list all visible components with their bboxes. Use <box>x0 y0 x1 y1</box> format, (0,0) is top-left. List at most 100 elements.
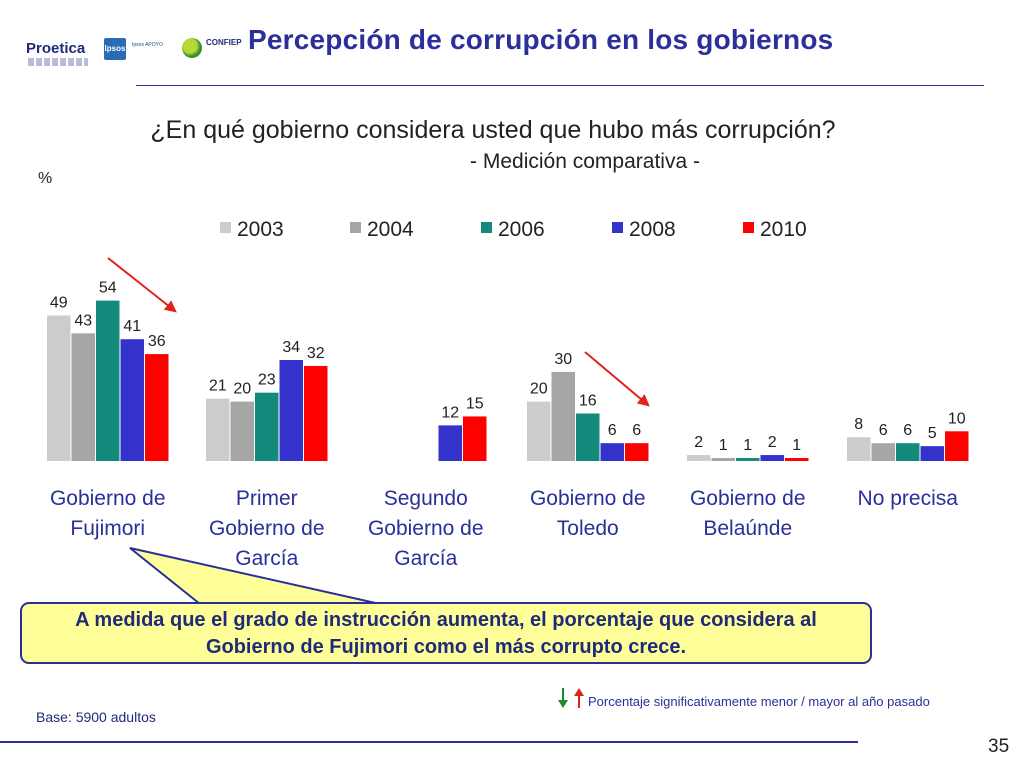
value-label-2010-cat1: 32 <box>307 345 325 362</box>
confiep-logo-text: CONFIEP <box>206 38 242 47</box>
bar-2004-cat4 <box>711 458 735 461</box>
value-label-2008-cat5: 5 <box>928 425 937 442</box>
bar-2010-cat3 <box>625 443 649 461</box>
legend-swatch-2006 <box>481 222 492 233</box>
bar-2008-cat5 <box>920 446 944 461</box>
category-label-2-line0: Segundo <box>384 487 468 510</box>
bar-2010-cat4 <box>785 458 809 461</box>
category-label-0-line1: Fujimori <box>70 517 145 540</box>
page-title: Percepción de corrupción en los gobierno… <box>248 24 834 55</box>
value-label-2006-cat4: 1 <box>743 437 752 454</box>
bar-2006-cat0 <box>96 300 120 461</box>
value-label-2008-cat1: 34 <box>282 339 300 356</box>
category-label-5-line0: No precisa <box>858 487 959 510</box>
value-label-2003-cat5: 8 <box>854 416 863 433</box>
category-label-1-line1: Gobierno de <box>209 517 325 540</box>
significance-arrows <box>558 688 584 708</box>
bar-2004-cat0 <box>71 333 95 461</box>
value-label-2003-cat1: 21 <box>209 378 227 395</box>
value-label-2008-cat2: 12 <box>441 404 459 421</box>
legend-label-2010: 2010 <box>760 218 807 241</box>
value-label-2010-cat4: 1 <box>792 437 801 454</box>
bar-2003-cat0 <box>47 315 71 461</box>
legend-swatch-2008 <box>612 222 623 233</box>
value-label-2003-cat4: 2 <box>694 434 703 451</box>
confiep-logo: CONFIEP <box>182 36 252 62</box>
bar-2006-cat3 <box>576 413 600 461</box>
category-label-3-line1: Toledo <box>557 517 619 540</box>
value-label-2006-cat1: 23 <box>258 372 276 389</box>
legend-label-2008: 2008 <box>629 218 676 241</box>
chart-bars <box>47 300 969 461</box>
value-label-2008-cat0: 41 <box>123 318 141 335</box>
value-label-2006-cat5: 6 <box>903 422 912 439</box>
footer-divider <box>0 741 858 743</box>
value-label-2004-cat1: 20 <box>233 381 251 398</box>
bar-2008-cat2 <box>438 425 462 461</box>
legend-label-2003: 2003 <box>237 218 284 241</box>
bar-2003-cat1 <box>206 398 230 461</box>
value-label-2010-cat3: 6 <box>632 422 641 439</box>
value-label-2010-cat0: 36 <box>148 333 166 350</box>
bar-2004-cat5 <box>871 443 895 461</box>
proetica-logo-tagline <box>28 58 88 66</box>
ipsos-logo: Ipsos <box>104 38 126 60</box>
value-label-2008-cat4: 2 <box>768 434 777 451</box>
bar-2010-cat2 <box>463 416 487 461</box>
value-label-2004-cat0: 43 <box>74 312 92 329</box>
callout-line-1: A medida que el grado de instrucción aum… <box>75 609 817 631</box>
page-number: 35 <box>988 736 1010 757</box>
legend-label-2006: 2006 <box>498 218 545 241</box>
value-label-2010-cat5: 10 <box>948 410 966 427</box>
bar-2006-cat4 <box>736 458 760 461</box>
bar-2010-cat0 <box>145 354 169 461</box>
bar-2003-cat3 <box>527 401 551 461</box>
unit-label: % <box>38 170 53 187</box>
bar-2008-cat0 <box>120 339 144 461</box>
sample-base: Base: 5900 adultos <box>36 709 156 725</box>
legend-swatch-2004 <box>350 222 361 233</box>
value-label-2004-cat3: 30 <box>554 351 572 368</box>
chart-legend: 2003 2004 2006 2008 2010 <box>220 218 807 241</box>
bar-2004-cat1 <box>230 401 254 461</box>
category-label-1-line0: Primer <box>236 487 298 510</box>
value-label-2004-cat5: 6 <box>879 422 888 439</box>
proetica-logo-text: Proetica <box>26 40 86 57</box>
bar-2008-cat3 <box>600 443 624 461</box>
callout-line-2: Gobierno de Fujimori como el más corrupt… <box>205 636 687 658</box>
trend-arrow-icon-0 <box>107 257 177 313</box>
value-label-2004-cat4: 1 <box>719 437 728 454</box>
category-label-2-line2: García <box>394 547 457 570</box>
chart-question: ¿En qué gobierno considera usted que hub… <box>150 116 836 144</box>
bar-2003-cat4 <box>687 455 711 461</box>
arrow-up-icon <box>574 688 584 708</box>
chart-subtitle-wrap: - Medición comparativa - <box>0 150 986 174</box>
legend-label-2004: 2004 <box>367 218 414 241</box>
value-label-2003-cat3: 20 <box>530 381 548 398</box>
value-label-2006-cat0: 54 <box>99 280 117 297</box>
value-label-2003-cat0: 49 <box>50 294 68 311</box>
category-label-1-line2: García <box>235 547 298 570</box>
chart-subtitle: - Medición comparativa - <box>470 150 700 173</box>
proetica-logo: Proetica <box>22 38 92 72</box>
category-label-2-line1: Gobierno de <box>368 517 484 540</box>
bar-2010-cat1 <box>304 365 328 461</box>
legend-swatch-2010 <box>743 222 754 233</box>
ipsos-apoyo-logo: Ipsos APOYO <box>132 42 163 48</box>
callout-pointer-triangle <box>129 547 381 605</box>
value-label-2006-cat3: 16 <box>579 392 597 409</box>
chart-trend-arrows <box>107 257 650 407</box>
bar-2006-cat5 <box>896 443 920 461</box>
chart-category-labels: Gobierno de Fujimori Primer Gobierno de Garc… <box>50 487 958 570</box>
category-label-3-line0: Gobierno de <box>530 487 646 510</box>
bar-2010-cat5 <box>945 431 969 461</box>
bar-2004-cat3 <box>551 371 575 461</box>
title-divider <box>136 85 984 86</box>
callout-box: A medida que el grado de instrucción aum… <box>20 602 872 664</box>
category-label-4-line1: Belaúnde <box>703 517 792 540</box>
legend-swatch-2003 <box>220 222 231 233</box>
trend-arrow-icon-1 <box>584 351 650 407</box>
category-label-0-line0: Gobierno de <box>50 487 166 510</box>
